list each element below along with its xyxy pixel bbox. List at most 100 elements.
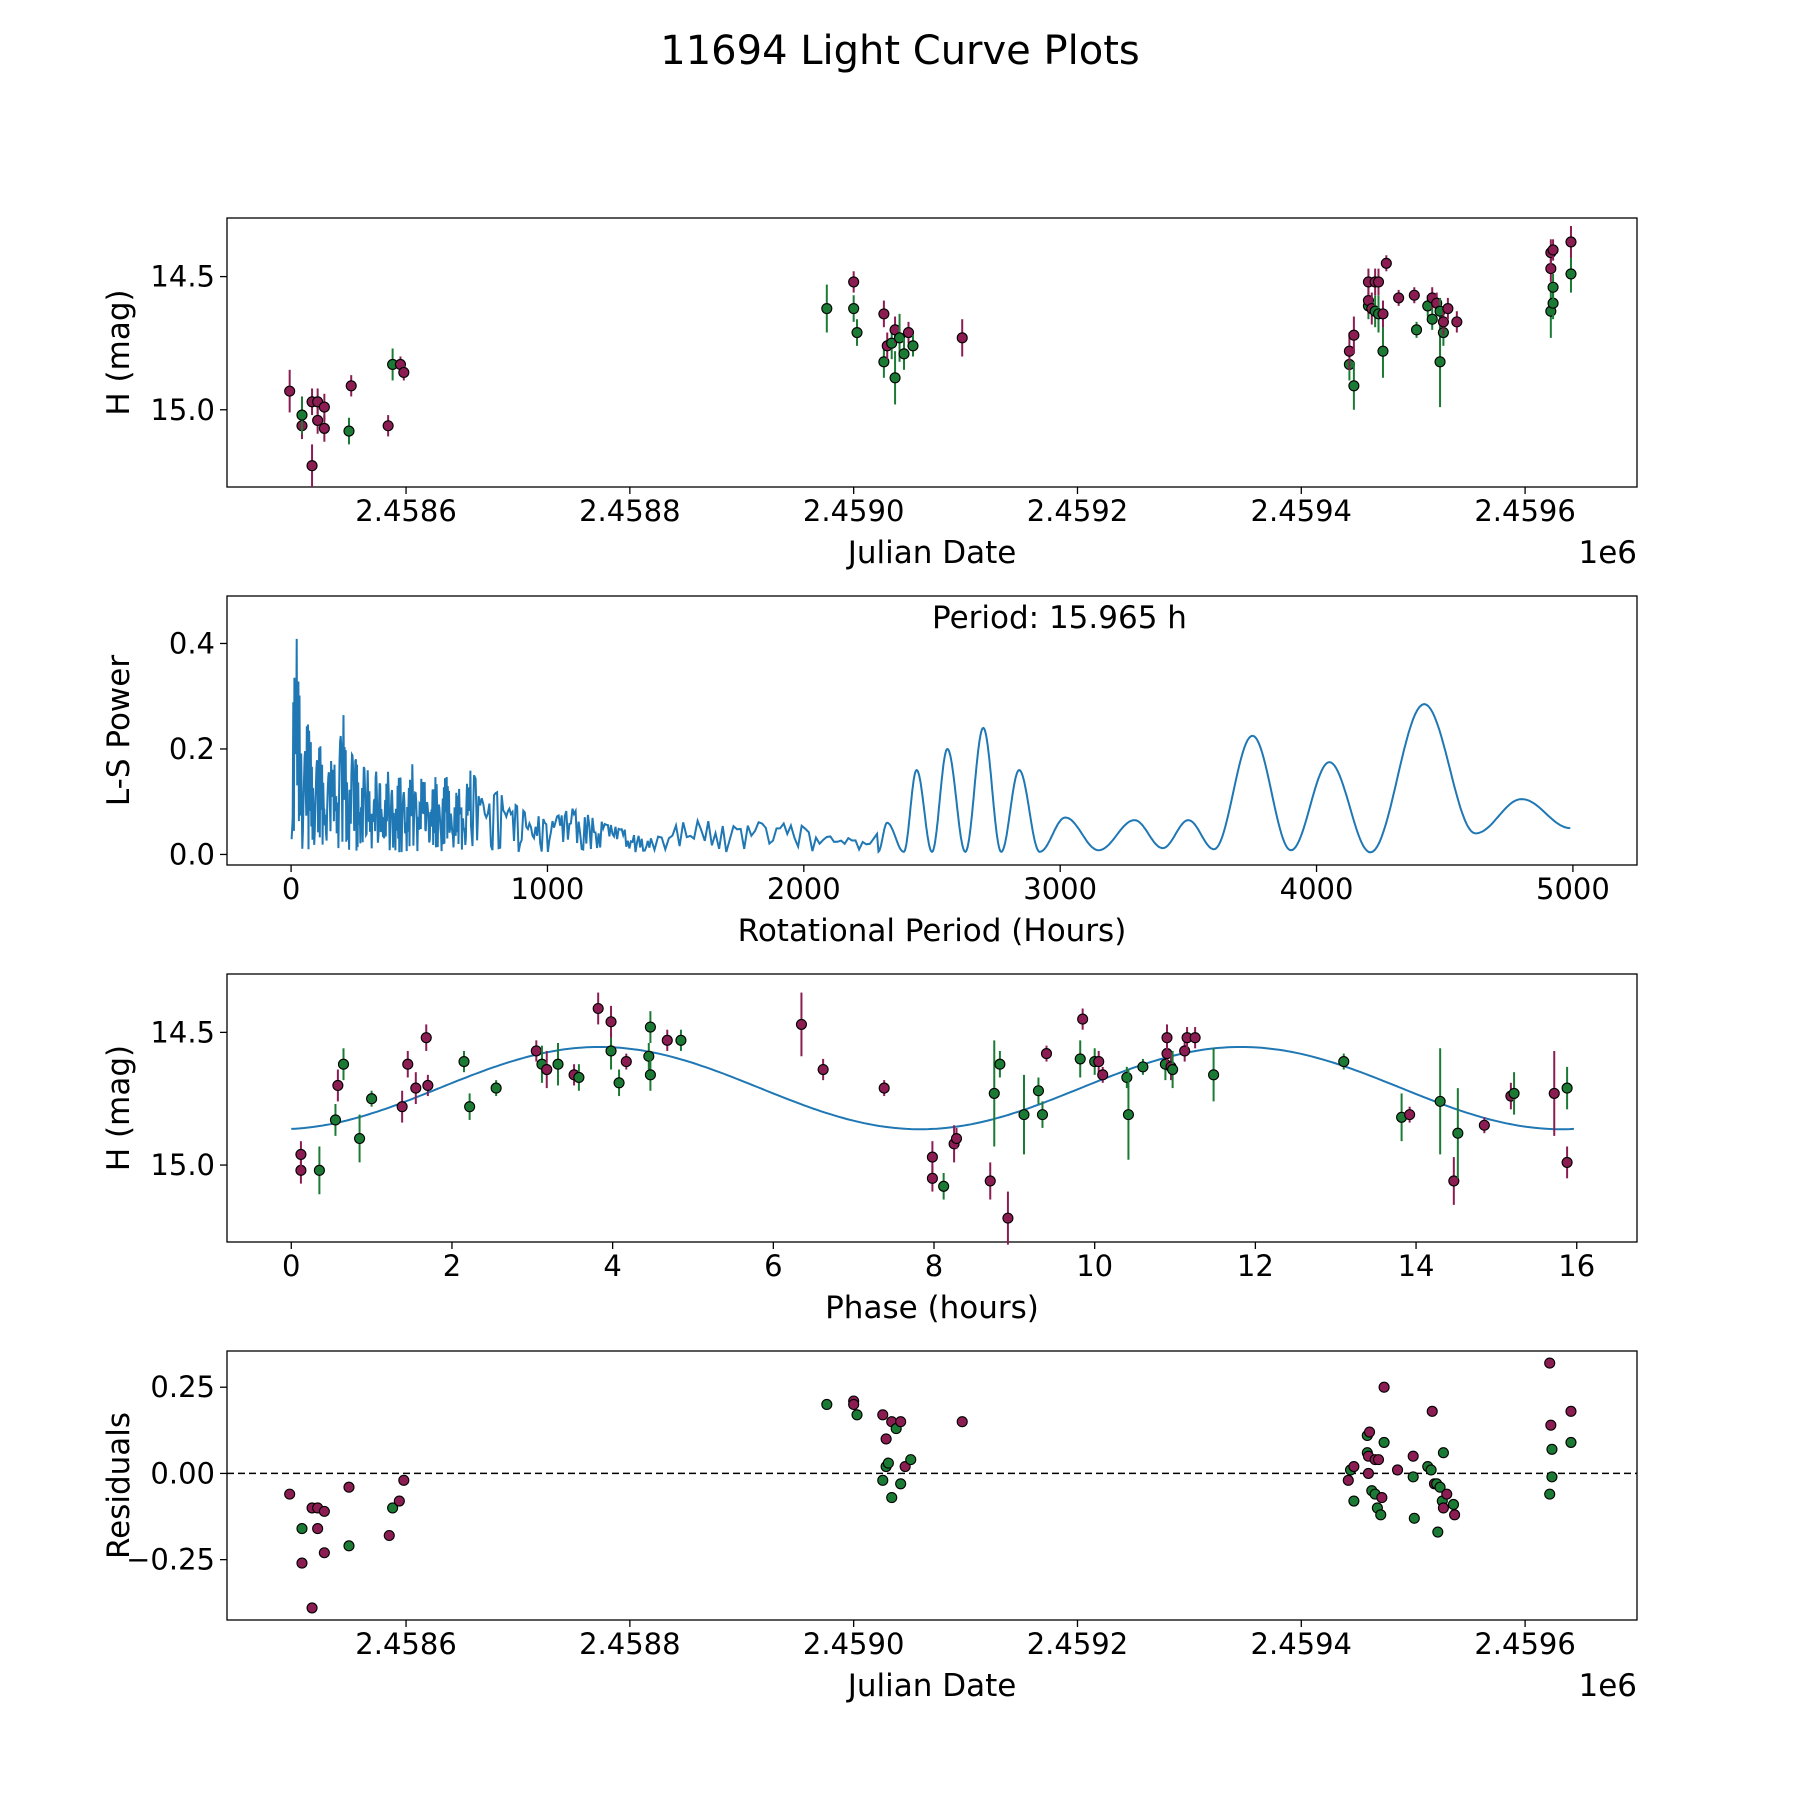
data-point (541, 1063, 553, 1076)
panel-light-curve: 2.4586 2.4588 2.4590 2.4592 2.4594 2.4596 15.0… (101, 217, 1638, 571)
y-tick-label: 14.5 (150, 1015, 215, 1049)
data-point (1448, 1175, 1460, 1187)
x-tick-label: 5000 (1536, 872, 1610, 906)
data-point (284, 1488, 296, 1500)
data-point (530, 1045, 542, 1057)
data-point (1410, 324, 1423, 336)
data-point (329, 1114, 342, 1126)
x-tick-label: 16 (1558, 1249, 1595, 1283)
data-point (458, 1056, 470, 1068)
data-point (821, 1398, 833, 1411)
data-point (1565, 268, 1577, 280)
data-point (1161, 1032, 1173, 1044)
data-point (895, 1478, 907, 1490)
plot-frame (226, 973, 1638, 1243)
data-point (905, 1454, 917, 1466)
data-point (410, 1082, 422, 1094)
x-tick-label: 2.4592 (1027, 494, 1128, 528)
x-tick-label: 2.4594 (1251, 494, 1352, 528)
data-point (1002, 1212, 1014, 1224)
y-tick-label: 0.2 (169, 732, 215, 766)
data-point (1137, 1061, 1149, 1073)
data-point (1348, 329, 1360, 341)
x-tick-label: 1000 (511, 872, 585, 906)
data-point (1032, 1085, 1045, 1097)
y-axis-label: H (mag) (101, 1045, 137, 1171)
data-point (605, 1045, 617, 1057)
data-point (1121, 1071, 1133, 1084)
data-point (398, 366, 410, 379)
data-point (1544, 1357, 1556, 1369)
data-point (1377, 308, 1389, 320)
data-point (956, 1416, 968, 1428)
plot-frame (226, 1350, 1638, 1621)
x-tick-label: 2.4594 (1251, 1627, 1352, 1661)
data-point (396, 1101, 408, 1113)
data-point (354, 1132, 366, 1145)
data-point (343, 1481, 355, 1493)
data-point (1425, 1464, 1437, 1476)
data-point (902, 326, 915, 339)
data-point (1437, 1502, 1449, 1514)
data-point (402, 1058, 414, 1070)
data-point (1391, 1464, 1404, 1476)
data-point (1545, 1419, 1557, 1431)
data-point (926, 1172, 938, 1184)
data-point (387, 1502, 399, 1514)
y-tick-label: 0.00 (150, 1456, 215, 1490)
panel-phase-curve: 0 2 4 6 8 10 12 14 16 15.0 14.5 Phase (hours) H (mag… (101, 973, 1638, 1326)
data-point (1097, 1069, 1109, 1081)
y-tick-label: 15.0 (150, 1148, 215, 1182)
data-point (1426, 313, 1438, 325)
data-point (926, 1151, 938, 1163)
data-point (851, 326, 863, 339)
data-point (880, 1433, 892, 1445)
data-point (592, 1002, 604, 1015)
data-point (620, 1056, 632, 1068)
data-point (1407, 1471, 1419, 1483)
data-point (889, 372, 901, 384)
data-point (343, 1540, 355, 1552)
x-tick-label: 2000 (767, 872, 841, 906)
data-point (1093, 1056, 1105, 1068)
data-point (1372, 1454, 1385, 1466)
data-point (1434, 1481, 1446, 1493)
data-point (1451, 316, 1463, 328)
y-tick-label: 0.4 (169, 626, 215, 660)
data-point (613, 1077, 625, 1089)
data-point (312, 1523, 324, 1535)
x-tick-label: 12 (1237, 1249, 1274, 1283)
data-point (1478, 1119, 1490, 1131)
data-point (1546, 1443, 1558, 1455)
x-tick-label: 2.4592 (1027, 1627, 1128, 1661)
data-point (345, 380, 357, 392)
data-point (1544, 1488, 1556, 1500)
data-point (366, 1093, 378, 1105)
data-point (1348, 380, 1360, 392)
data-point (895, 1416, 907, 1428)
data-point (1565, 1436, 1577, 1448)
y-tick-label: 0.25 (150, 1370, 215, 1404)
data-point (1565, 1405, 1577, 1417)
data-point (1547, 244, 1559, 256)
data-point (1548, 1087, 1560, 1099)
data-point (1074, 1053, 1086, 1065)
data-point (343, 425, 355, 437)
data-point (422, 1079, 434, 1091)
data-point (398, 1474, 410, 1486)
data-point (318, 1505, 330, 1517)
data-point (878, 1082, 890, 1094)
data-point (318, 401, 330, 413)
x-axis-label: Phase (hours) (825, 1290, 1039, 1326)
data-point (1380, 257, 1392, 269)
data-point (1363, 1426, 1376, 1438)
data-point (1040, 1048, 1053, 1060)
data-point (675, 1034, 687, 1046)
data-point (1452, 1127, 1464, 1139)
data-point (1077, 1013, 1089, 1025)
data-point (1348, 1495, 1360, 1507)
data-point (383, 1529, 395, 1542)
data-point (1407, 1450, 1419, 1462)
x-tick-label: 2 (443, 1249, 461, 1283)
